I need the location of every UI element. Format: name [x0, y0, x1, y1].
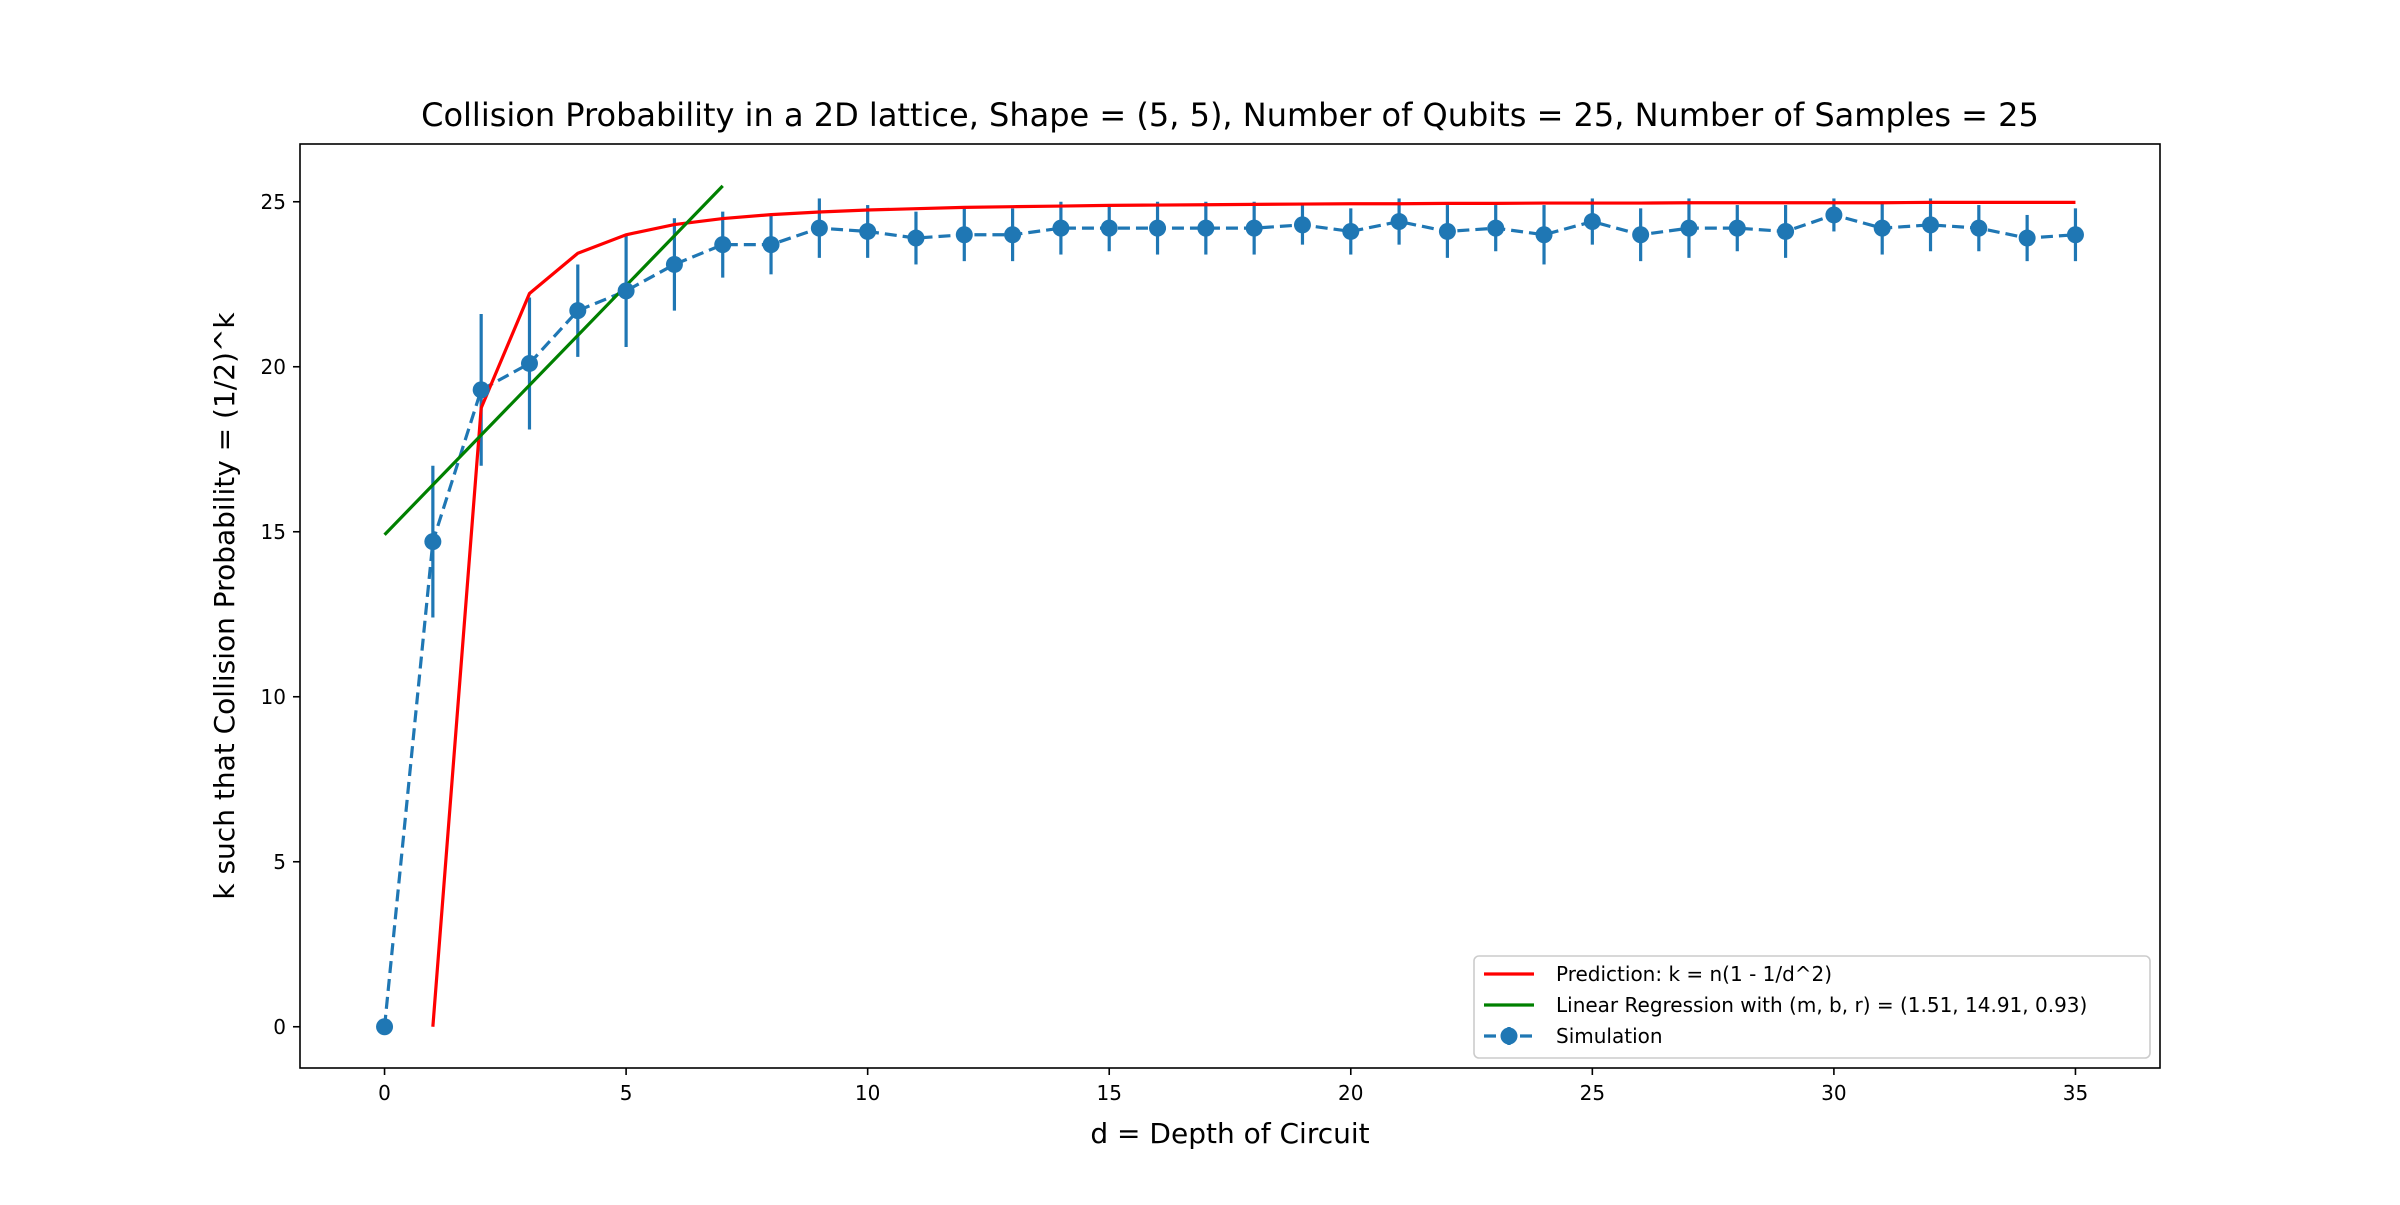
simulation-point — [472, 381, 490, 399]
simulation-point — [907, 229, 925, 247]
regression-series-line — [383, 184, 724, 536]
x-tick-label: 15 — [1096, 1081, 1121, 1105]
y-axis-label: k such that Collision Probability = (1/2… — [208, 312, 241, 900]
simulation-point — [520, 354, 538, 372]
simulation-point — [1583, 213, 1601, 231]
legend: Prediction: k = n(1 - 1/d^2) Linear Regre… — [1473, 955, 2151, 1059]
simulation-point — [762, 236, 780, 254]
simulation-point — [2018, 229, 2036, 247]
simulation-point — [1438, 222, 1456, 240]
simulation-point — [859, 222, 877, 240]
simulation-series-line — [382, 213, 2076, 1027]
prediction-series-line — [431, 200, 2076, 1027]
simulation-point — [1149, 219, 1167, 237]
y-tick-label: 5 — [273, 850, 286, 874]
simulation-point — [569, 302, 587, 320]
simulation-point — [1825, 206, 1843, 224]
simulation-point — [1245, 219, 1263, 237]
simulation-point — [1197, 219, 1215, 237]
y-tick-label: 25 — [261, 190, 286, 214]
x-tick-label: 25 — [1580, 1081, 1605, 1105]
simulation-point — [1052, 219, 1070, 237]
simulation-point — [1922, 216, 1940, 234]
simulation-point — [1777, 222, 1795, 240]
simulation-point — [376, 1018, 394, 1036]
y-tick-label: 0 — [273, 1015, 286, 1039]
simulation-point — [424, 533, 442, 551]
legend-entry: Simulation — [1556, 1024, 1663, 1048]
plot-area — [376, 184, 2084, 1036]
simulation-point — [1873, 219, 1891, 237]
simulation-point — [1632, 226, 1650, 244]
simulation-point — [1680, 219, 1698, 237]
x-tick-label: 30 — [1821, 1081, 1846, 1105]
simulation-point — [665, 255, 683, 273]
x-tick-label: 10 — [855, 1081, 880, 1105]
simulation-point — [1487, 219, 1505, 237]
y-tick-label: 15 — [261, 520, 286, 544]
simulation-point — [955, 226, 973, 244]
simulation-point — [1100, 219, 1118, 237]
simulation-point — [714, 236, 732, 254]
simulation-point — [810, 219, 828, 237]
legend-box — [1473, 955, 2151, 1059]
y-tick-label: 10 — [261, 685, 286, 709]
plot-frame — [299, 143, 2161, 1069]
x-tick-label: 0 — [378, 1081, 391, 1105]
simulation-point — [1535, 226, 1553, 244]
x-axis-label: d = Depth of Circuit — [1090, 1117, 1369, 1150]
simulation-point — [1004, 226, 1022, 244]
x-tick-label: 20 — [1338, 1081, 1363, 1105]
x-tick-label: 35 — [2063, 1081, 2088, 1105]
simulation-point — [1970, 219, 1988, 237]
simulation-point — [1728, 219, 1746, 237]
simulation-point — [617, 282, 635, 300]
chart-title: Collision Probability in a 2D lattice, S… — [421, 96, 2039, 134]
simulation-point — [1293, 216, 1311, 234]
legend-entry: Linear Regression with (m, b, r) = (1.51… — [1556, 993, 2087, 1017]
x-tick-label: 5 — [620, 1081, 633, 1105]
simulation-point — [1342, 222, 1360, 240]
legend-swatch-marker — [1500, 1027, 1518, 1045]
simulation-point — [1390, 213, 1408, 231]
simulation-point — [2066, 226, 2084, 244]
legend-entry: Prediction: k = n(1 - 1/d^2) — [1556, 962, 1832, 986]
y-tick-label: 20 — [261, 355, 286, 379]
axes: 0 5 10 15 20 25 30 35 0 5 10 15 20 25 — [261, 190, 2089, 1105]
